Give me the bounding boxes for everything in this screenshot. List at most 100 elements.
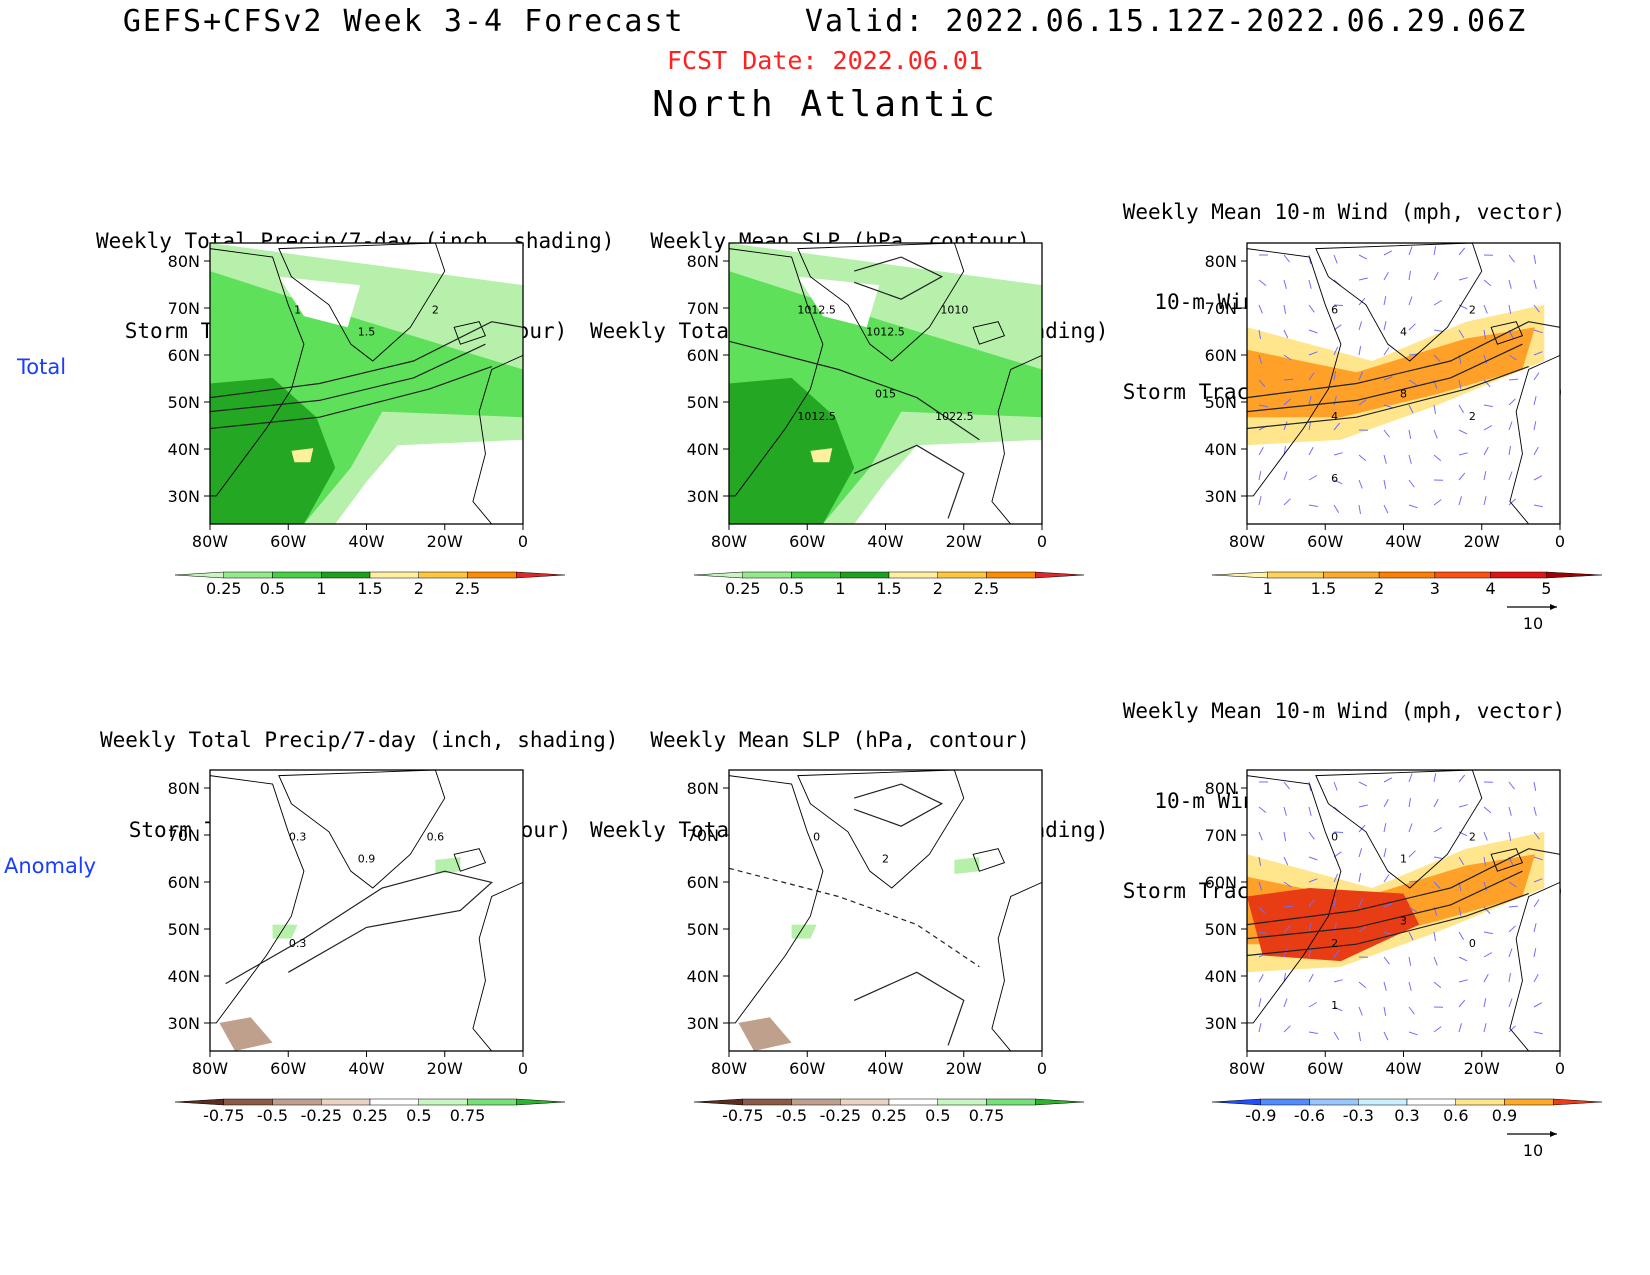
wind-vector: [1383, 296, 1387, 306]
lat-tick-label: 70N: [1205, 299, 1237, 318]
contour-label: 2: [1331, 937, 1338, 950]
lat-tick-label: 50N: [168, 393, 200, 412]
colorbar-label: 0.5: [406, 1106, 431, 1125]
contour-label: 1012.5: [797, 303, 836, 316]
lat-tick-label: 80N: [1205, 779, 1237, 798]
wind-vector: [1383, 429, 1390, 438]
wind-vector: [1483, 279, 1492, 287]
wind-vector: [1408, 798, 1411, 808]
lon-tick-label: 80W: [1229, 532, 1265, 551]
lat-tick-label: 30N: [1205, 487, 1237, 506]
contour-label: 1012.5: [866, 326, 905, 339]
wind-vector: [1458, 804, 1468, 808]
lon-tick-label: 0: [1037, 1059, 1047, 1078]
colorbar-swatch: [1406, 1098, 1456, 1106]
lat-tick-label: 80N: [687, 252, 719, 271]
wind-vector: [1508, 781, 1515, 790]
colorbar-label: 5: [1541, 579, 1551, 598]
wind-vector: [1358, 1006, 1363, 1016]
colorbar-label: 0.9: [1492, 1106, 1517, 1125]
canada-coast: [209, 775, 305, 1024]
wind-vector: [1508, 905, 1519, 908]
contour-label: 8: [1400, 388, 1407, 401]
wind-vector: [1308, 279, 1312, 289]
wind-vector: [1308, 856, 1318, 861]
contour-line: [209, 366, 492, 430]
colorbar-swatch: [986, 1098, 1036, 1106]
canada-coast: [728, 248, 824, 497]
wind-vector: [1408, 880, 1418, 883]
wind-vector: [1483, 806, 1492, 814]
lon-tick-label: 60W: [270, 1059, 306, 1078]
wind-vector: [1508, 498, 1516, 506]
wind-vector: [1508, 421, 1513, 431]
lon-tick-label: 60W: [789, 1059, 825, 1078]
wind-vector: [1383, 347, 1390, 356]
colorbar-swatch: [1260, 1098, 1310, 1106]
colorbar-label: -0.5: [257, 1106, 288, 1125]
wind-vector: [1508, 254, 1515, 263]
colorbar-label: 0.75: [969, 1106, 1005, 1125]
wind-vector: [1408, 429, 1412, 439]
lat-tick-label: 60N: [687, 873, 719, 892]
lat-tick-label: 50N: [1205, 920, 1237, 939]
lat-tick-label: 30N: [168, 487, 200, 506]
lat-tick-label: 70N: [168, 299, 200, 318]
wind-vector: [1458, 906, 1462, 916]
map-background: [210, 770, 523, 1051]
wind-vector: [1408, 404, 1414, 414]
wind-vector: [1358, 981, 1367, 989]
wind-vector: [1283, 498, 1291, 506]
wind-vector: [1458, 277, 1468, 281]
wind-vector: [1258, 998, 1262, 1008]
colorbar-swatch: [467, 571, 517, 579]
wind-vector: [1408, 379, 1417, 386]
lat-tick-label: 60N: [1205, 346, 1237, 365]
contour-line: [1246, 893, 1529, 957]
wind-vector: [1333, 1031, 1340, 1040]
wind-vector: [1333, 1006, 1343, 1012]
iceland-coast: [972, 848, 1006, 872]
wind-vector: [1308, 329, 1318, 334]
contour-label: 1022.5: [935, 410, 974, 423]
wind-vector: [1383, 376, 1393, 381]
map-panel-total-precip: 1 1.5 2 80N 70N 60N 50N 40N 30N 80W 60W 40W 20W 0: [168, 242, 528, 551]
wind-vector: [1533, 973, 1539, 983]
greenland-coast: [797, 242, 965, 362]
isobar: [853, 444, 965, 519]
contour-label: 0: [1469, 937, 1476, 950]
wind-vector: [1308, 806, 1312, 816]
lon-tick-label: 20W: [946, 1059, 982, 1078]
wind-vector: [1433, 454, 1442, 462]
colorbar-swatch: [369, 571, 419, 579]
greenland-dry-area: [797, 276, 880, 328]
greenland-dry-area: [278, 276, 361, 328]
wind-vector: [1408, 353, 1418, 356]
wind-vector: [1533, 806, 1537, 816]
lat-tick-label: 60N: [687, 346, 719, 365]
wind-vector: [1408, 850, 1416, 858]
lon-tick-label: 80W: [711, 532, 747, 551]
lon-tick-label: 80W: [711, 1059, 747, 1078]
wind-vector: [1308, 1002, 1318, 1008]
wind-vector: [1383, 981, 1387, 991]
colorbar-label: 2: [1374, 579, 1384, 598]
wind-vector: [1408, 1031, 1418, 1036]
wind-vector: [1458, 1023, 1462, 1033]
lat-tick-label: 30N: [168, 1014, 200, 1033]
wind-vector: [1433, 246, 1437, 256]
contour-label: 4: [1331, 410, 1338, 423]
wind-vector: [1458, 379, 1462, 389]
lat-tick-label: 60N: [1205, 873, 1237, 892]
lat-tick-label: 80N: [687, 779, 719, 798]
colorbar-end-high: [516, 571, 566, 579]
colorbar-label: 1: [835, 579, 845, 598]
wind-vector: [1258, 831, 1263, 841]
wind-vector: [1383, 1006, 1387, 1016]
wind-vector: [1533, 1002, 1543, 1008]
colorbar-anom-slp: -0.75 -0.5 -0.25 0.25 0.5 0.75: [693, 1098, 1085, 1125]
lat-tick-label: 50N: [687, 920, 719, 939]
lon-tick-label: 0: [1037, 532, 1047, 551]
lon-tick-label: 20W: [427, 532, 463, 551]
precip-surplus-area: [954, 857, 980, 874]
